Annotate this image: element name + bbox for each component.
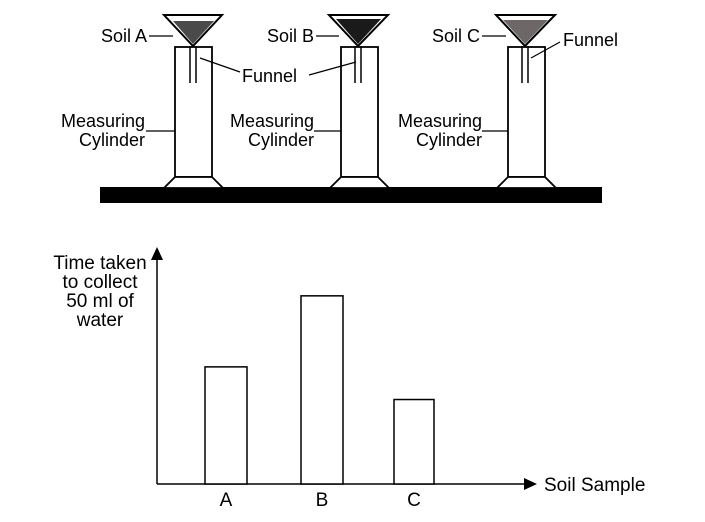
category-labels-group: A B C bbox=[220, 490, 421, 511]
y-axis-label-line3: 50 ml of bbox=[66, 291, 134, 312]
x-axis-arrowhead bbox=[524, 478, 537, 490]
x-axis-label: Soil Sample bbox=[544, 475, 645, 496]
soil-b-label: Soil B bbox=[267, 26, 314, 46]
cylinder-c bbox=[508, 47, 545, 177]
soil-c-label: Soil C bbox=[432, 26, 480, 46]
cylinder-b bbox=[341, 47, 378, 177]
cylinder-a-base bbox=[164, 177, 223, 188]
y-axis-label-line2: to collect bbox=[63, 272, 139, 293]
cylinder-b-base bbox=[330, 177, 389, 188]
category-label-a: A bbox=[220, 490, 233, 511]
category-label-c: C bbox=[407, 490, 421, 511]
cylinder-a-label-line2: Cylinder bbox=[79, 130, 145, 150]
soil-b bbox=[336, 19, 381, 44]
bench bbox=[100, 187, 602, 203]
category-label-b: B bbox=[316, 490, 329, 511]
cylinder-b-label-line1: Measuring bbox=[230, 111, 314, 131]
cylinder-c-label-line2: Cylinder bbox=[416, 130, 482, 150]
funnel-c-label: Funnel bbox=[563, 30, 618, 50]
bar-a bbox=[205, 367, 247, 484]
cylinder-c-base bbox=[497, 177, 556, 188]
apparatus-b: Soil B Measuring Cylinder bbox=[230, 15, 389, 188]
soil-c bbox=[503, 20, 548, 44]
y-axis-label-line1: Time taken bbox=[53, 253, 146, 274]
bars-group bbox=[205, 296, 434, 484]
apparatus-c: Soil C Funnel Measuring Cylinder bbox=[398, 15, 618, 188]
funnel-a-label: Funnel bbox=[242, 66, 297, 86]
apparatus-a: Soil A Funnel Measuring Cylinder bbox=[61, 15, 297, 188]
bar-c bbox=[394, 400, 434, 484]
bar-chart: Time taken to collect 50 ml of water Soi… bbox=[53, 247, 645, 511]
bar-b bbox=[301, 296, 343, 484]
cylinder-c-label-line1: Measuring bbox=[398, 111, 482, 131]
y-axis-arrowhead bbox=[151, 247, 163, 260]
y-axis-label-line4: water bbox=[76, 310, 124, 331]
cylinder-b-label-line2: Cylinder bbox=[248, 130, 314, 150]
cylinder-a bbox=[175, 47, 212, 177]
cylinder-a-label-line1: Measuring bbox=[61, 111, 145, 131]
soil-a-label: Soil A bbox=[101, 26, 147, 46]
